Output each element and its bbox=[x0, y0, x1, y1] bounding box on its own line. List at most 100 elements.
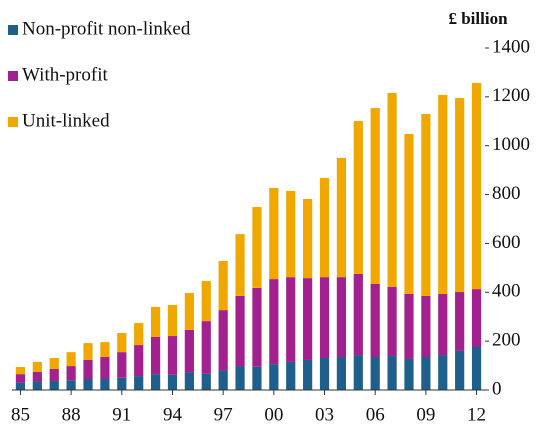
bar-segment bbox=[471, 347, 482, 390]
bar-segment bbox=[421, 357, 431, 390]
bar-segment bbox=[83, 359, 93, 380]
bar-segment bbox=[134, 345, 144, 377]
bar-segment bbox=[387, 356, 397, 390]
bar-segment bbox=[235, 366, 245, 390]
bar-segment bbox=[269, 364, 279, 390]
x-tick-label: 94 bbox=[163, 404, 183, 425]
bar-segment bbox=[471, 82, 482, 290]
bar-segment bbox=[336, 157, 347, 278]
bar-segment bbox=[100, 342, 110, 358]
bar-segment bbox=[370, 283, 380, 358]
x-tick-label: 88 bbox=[62, 404, 81, 425]
y-axis-label: £ billion bbox=[448, 9, 508, 28]
x-tick-label: 12 bbox=[467, 404, 486, 425]
bar-segment bbox=[404, 358, 414, 390]
bar-segment bbox=[218, 310, 228, 371]
bar-segment bbox=[117, 377, 127, 390]
bar-segment bbox=[252, 287, 262, 367]
bar-segment bbox=[201, 281, 211, 322]
bar-segment bbox=[117, 333, 127, 353]
bar-segment bbox=[353, 121, 363, 274]
bar-segment bbox=[269, 187, 279, 280]
bar-segment bbox=[218, 261, 228, 311]
x-tick-label: 03 bbox=[315, 404, 334, 425]
x-tick-label: 09 bbox=[416, 404, 435, 425]
bar-segment bbox=[252, 366, 262, 390]
bar-segment bbox=[235, 234, 245, 296]
y-tick-label: 800 bbox=[492, 183, 521, 204]
bar-segment bbox=[134, 323, 144, 346]
legend-label: With-profit bbox=[22, 64, 108, 85]
bar-segment bbox=[32, 361, 42, 372]
legend-swatch bbox=[8, 117, 18, 127]
bar-segment bbox=[353, 273, 363, 356]
bar-segment bbox=[49, 380, 59, 390]
bar-segment bbox=[184, 293, 194, 330]
bar-segment bbox=[184, 329, 194, 373]
y-tick-label: 1000 bbox=[492, 134, 530, 155]
legend-swatch bbox=[8, 25, 18, 35]
bar-segment bbox=[421, 113, 431, 296]
bar-segment bbox=[117, 352, 127, 378]
x-tick-label: 85 bbox=[11, 404, 30, 425]
bar-segment bbox=[218, 370, 228, 390]
bar-segment bbox=[286, 277, 296, 362]
bar-segment bbox=[167, 336, 178, 375]
bar-segment bbox=[235, 295, 245, 367]
legend-label: Unit-linked bbox=[22, 110, 110, 131]
bar-segment bbox=[353, 355, 363, 390]
bar-segment bbox=[66, 380, 76, 390]
bar-segment bbox=[455, 350, 465, 390]
bar-segment bbox=[404, 293, 414, 359]
bar-segment bbox=[83, 343, 93, 360]
bar-segment bbox=[303, 198, 313, 279]
x-tick-label: 00 bbox=[264, 404, 283, 425]
bar-segment bbox=[49, 368, 59, 381]
bar-segment bbox=[167, 374, 178, 390]
bar-segment bbox=[370, 357, 380, 390]
bar-segment bbox=[150, 374, 161, 390]
y-tick-label: 1400 bbox=[492, 36, 530, 57]
bar-segment bbox=[66, 366, 76, 381]
bar-segment bbox=[471, 289, 482, 348]
legend-swatch bbox=[8, 71, 18, 81]
bar-segment bbox=[404, 133, 414, 294]
bar-segment bbox=[32, 371, 42, 382]
x-tick-label: 97 bbox=[214, 404, 233, 425]
bar-segment bbox=[100, 379, 110, 390]
bar-segment bbox=[15, 382, 26, 390]
legend-label: Non-profit non-linked bbox=[22, 18, 191, 39]
bar-segment bbox=[150, 336, 161, 375]
bar-segment bbox=[201, 321, 211, 374]
bar-segment bbox=[201, 373, 211, 390]
bar-segment bbox=[387, 286, 397, 357]
x-tick-label: 06 bbox=[366, 404, 385, 425]
bar-segment bbox=[370, 108, 380, 284]
bar-segment bbox=[455, 98, 465, 293]
bar-segment bbox=[387, 92, 397, 287]
bar-segment bbox=[100, 357, 110, 380]
bar-segment bbox=[455, 292, 465, 351]
bar-segment bbox=[438, 355, 448, 390]
bar-segment bbox=[184, 372, 194, 390]
bar-segment bbox=[438, 293, 448, 356]
bar-segment bbox=[303, 278, 313, 360]
bar-segment bbox=[150, 306, 161, 337]
bar-segment bbox=[286, 190, 296, 278]
bar-segment bbox=[15, 367, 26, 375]
bar-segment bbox=[167, 304, 178, 337]
bar-segment bbox=[319, 177, 330, 278]
bar-segment bbox=[336, 277, 347, 358]
bar-segment bbox=[286, 361, 296, 390]
bar-segment bbox=[438, 94, 448, 294]
bar-segment bbox=[269, 279, 279, 365]
bar-segment bbox=[66, 352, 76, 367]
bar-segment bbox=[252, 207, 262, 288]
y-tick-label: 600 bbox=[492, 232, 521, 253]
bar-segment bbox=[15, 374, 26, 383]
bar-segment bbox=[303, 359, 313, 390]
y-tick-label: 1200 bbox=[492, 85, 530, 106]
bar-segment bbox=[319, 277, 330, 358]
x-tick-label: 91 bbox=[112, 404, 131, 425]
